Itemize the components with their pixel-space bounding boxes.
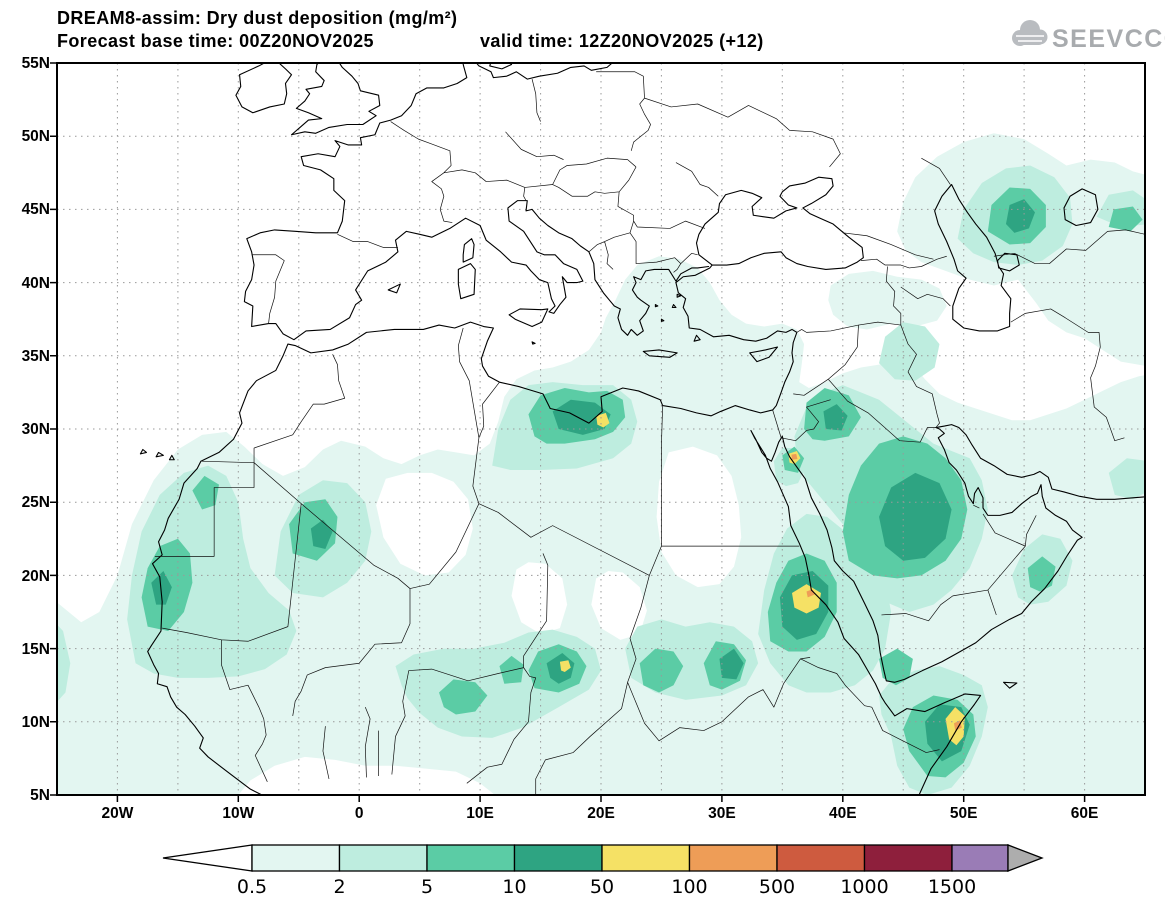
colorbar-label: 100 [671,876,707,898]
valid-time-label: valid time: 12Z20NOV2025 (+12) [480,31,764,51]
coastline-ireland [236,60,292,113]
cloud-icon [1012,20,1048,46]
colorbar-label: 10 [502,876,526,898]
dust-strong-sudan [719,648,744,680]
lon-axis-label: 30E [708,805,736,822]
dust-core-nigeria [439,679,488,715]
colorbar-overflow-arrow [1007,844,1044,872]
dust-max-nw-saudi [791,453,798,460]
clear-area-ne-niger [511,562,568,634]
colorbar-label: 2 [333,876,345,898]
colorbar-segment-50-100 [601,844,691,872]
map-panel [50,59,1151,802]
dust-peak-chad [559,660,571,673]
colorbar-segment-1000-1500 [863,844,953,872]
lat-axis-label: 15N [22,641,50,658]
lon-axis-ticks [116,795,1086,802]
lat-axis-label: 30N [22,421,50,438]
dust-peak-eritrea [792,584,822,614]
clear-area-central-algeria [376,472,473,576]
dust-region-zagros [879,322,940,381]
dust-strong-libya [552,399,611,435]
dust-core-ne-corner [1108,206,1143,232]
lat-axis-label: 55N [22,55,50,72]
colorbar-segment-100-500 [688,844,778,872]
colorbar-segment-over-1500 [951,844,1009,872]
dust-region-atlantic-edge [57,624,71,702]
colorbar-segment-0.5-2 [251,844,341,872]
dust-shading-level-10-50 [151,199,1035,762]
lat-axis-label: 45N [22,201,50,218]
colorbar-segment-5-10 [426,844,516,872]
dust-region-se-iran-coast [1108,458,1145,500]
dust-core-yemen [879,648,913,686]
mediterranean-islands [140,239,1016,688]
lon-axis-label: 40E [829,805,857,822]
colorbar: 0.5 2 5 10 50 100 500 1000 1500 [162,844,1044,898]
coastline-baltic [474,59,615,79]
colorbar-label: 1500 [928,876,976,898]
country-borders [155,72,1145,798]
dust-core-chad-west [499,655,524,684]
lon-axis-label: 20W [101,805,133,822]
dust-max-somalia [953,720,962,731]
coastline-british-isles [292,60,380,135]
clear-area-ne-chad [591,571,647,640]
colorbar-segment-2-5 [338,844,428,872]
basemap [140,59,1151,798]
colorbar-segment-500-1000 [776,844,866,872]
lat-axis-label: 35N [22,348,50,365]
logo-text: SEEVCCC [1052,25,1165,53]
lon-axis-label: 50E [950,805,978,822]
colorbar-label: 500 [759,876,795,898]
lon-axis-label: 60E [1071,805,1099,822]
dust-strong-east-caspian [1005,199,1035,233]
aral-sea [1064,189,1098,226]
lat-axis-label: 40N [22,275,50,292]
lon-axis-label: 20E [587,805,615,822]
dust-strong-jordan [823,404,848,431]
lat-axis-label: 50N [22,128,50,145]
dust-core-west-sahara [192,475,219,510]
dust-core-sudan-west [639,648,684,693]
dust-strong-mauritania [151,571,172,605]
lat-axis-ticks [50,62,57,796]
lat-axis-label: 10N [22,714,50,731]
lon-axis-label: 0 [355,805,364,822]
lat-axis-label: 25N [22,494,50,511]
dust-strong-arabia [879,472,952,561]
lon-axis-label: 10E [466,805,494,822]
plot-title: DREAM8-assim: Dry dust deposition (mg/m²… [57,8,457,28]
clear-area-egypt [656,446,742,588]
map-frame [56,62,1146,796]
lat-axis-label: 20N [22,568,50,585]
seevccc-logo: SEEVCCC [1012,20,1165,53]
colorbar-label: 0.5 [237,876,267,898]
lon-axis-label: 10W [222,805,254,822]
coastline-arabia-redsea-gulf [751,425,1151,798]
colorbar-segment-10-50 [513,844,603,872]
dust-region-east-anatolia [828,270,947,330]
colorbar-label: 5 [421,876,433,898]
dust-strong-mali [310,519,333,550]
forecast-base-time-label: Forecast base time: 00Z20NOV2025 [57,31,374,51]
coastline-africa-eurasia [148,59,864,797]
dust-peak-libya [596,412,610,428]
colorbar-label: 50 [590,876,614,898]
colorbar-label: 1000 [840,876,888,898]
lat-axis-label: 5N [30,787,50,804]
